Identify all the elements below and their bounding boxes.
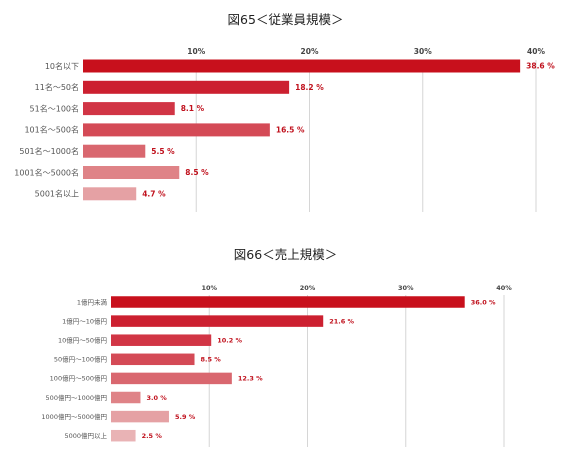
data-label: 36.0 % (471, 298, 496, 306)
bar (83, 187, 137, 201)
data-label: 5.5 % (151, 147, 175, 156)
bar (111, 410, 169, 423)
data-label: 8.5 % (201, 356, 222, 364)
bar (83, 59, 521, 73)
x-tick-label: 20% (300, 284, 316, 292)
bar (111, 315, 324, 327)
data-label: 8.1 % (181, 104, 205, 113)
data-label: 12.3 % (238, 375, 263, 383)
bar (111, 429, 136, 442)
sales-size-chart: 10% 20% 30% 40% 1億円未満 36.0 % 1億円～10億円 21.6 % 10億… (41, 284, 512, 447)
category-label: 50億円～100億円 (54, 355, 107, 364)
data-label: 3.0 % (146, 394, 167, 402)
x-tick-label: 10% (187, 47, 205, 56)
category-label: 10億円～50億円 (58, 335, 107, 344)
data-label: 18.2 % (295, 83, 324, 92)
bar (83, 123, 270, 137)
data-label: 38.6 % (526, 62, 555, 71)
data-label: 4.7 % (142, 189, 166, 198)
x-tick-label: 10% (201, 284, 217, 292)
bar (83, 80, 290, 94)
category-label: 101名～500名 (24, 125, 79, 135)
x-tick-label: 40% (527, 47, 545, 56)
category-label: 51名～100名 (30, 103, 79, 113)
data-label: 5.9 % (175, 413, 196, 421)
category-label: 5001名以上 (35, 189, 79, 199)
data-label: 10.2 % (217, 336, 242, 344)
x-tick-label: 20% (301, 47, 319, 56)
data-label: 8.5 % (185, 168, 209, 177)
category-label: 5000億円以上 (64, 431, 107, 440)
bar (111, 334, 212, 346)
chart-title-sales: 図66＜売上規模＞ (233, 247, 338, 262)
x-tick-label: 30% (398, 284, 414, 292)
category-label: 100億円～500億円 (50, 374, 107, 383)
category-label: 1億円未満 (77, 297, 108, 306)
bar (83, 144, 146, 158)
category-label: 1億円～10億円 (62, 316, 107, 325)
category-label: 10名以下 (45, 61, 79, 71)
employee-size-chart: 10% 20% 30% 40% 10名以下 38.6 % 11名～50名 18.2 % 51名～… (14, 47, 555, 212)
data-label: 2.5 % (142, 432, 163, 440)
category-label: 500億円～1000億円 (46, 393, 107, 402)
bar (111, 296, 465, 308)
bar (111, 372, 232, 385)
bar (83, 166, 180, 179)
x-tick-label: 30% (414, 47, 432, 56)
x-tick-label: 40% (496, 284, 512, 292)
bar (83, 102, 175, 116)
category-label: 1001名～5000名 (14, 167, 79, 177)
category-label: 501名～1000名 (19, 146, 79, 156)
data-label: 21.6 % (329, 317, 354, 325)
category-label: 11名～50名 (35, 82, 79, 92)
category-label: 1000億円～5000億円 (41, 412, 107, 421)
bar (111, 391, 141, 404)
chart-title-employees: 図65＜従業員規模＞ (227, 12, 344, 27)
bar (111, 353, 195, 366)
data-label: 16.5 % (276, 126, 305, 135)
